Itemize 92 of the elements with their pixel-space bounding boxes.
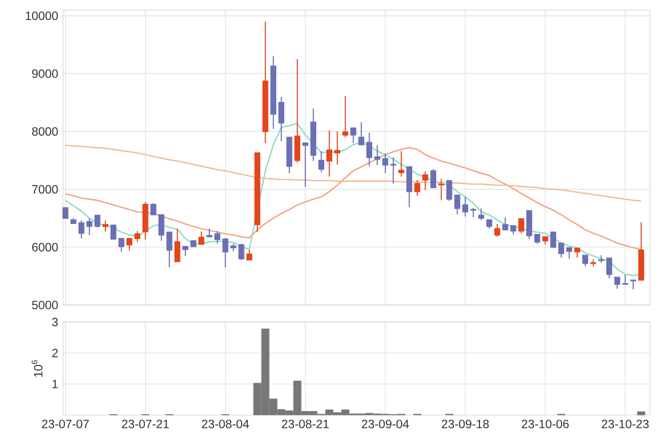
- candlestick: [526, 210, 532, 240]
- candlestick: [118, 237, 124, 252]
- x-tick-label: 23-10-06: [522, 420, 569, 428]
- candlestick: [182, 246, 188, 256]
- y-tick-label: 6000: [32, 242, 58, 252]
- candlestick: [214, 230, 220, 244]
- candlestick: [326, 130, 332, 178]
- candlestick: [550, 231, 556, 248]
- candlestick: [262, 21, 268, 144]
- candlestick: [294, 58, 300, 164]
- candlestick: [494, 223, 500, 238]
- candlestick: [198, 231, 204, 245]
- candlestick: [174, 228, 180, 262]
- candlestick: [334, 130, 340, 165]
- candlestick: [502, 217, 508, 230]
- candlestick: [446, 180, 452, 202]
- candlestick: [230, 243, 236, 252]
- candlestick: [62, 207, 68, 219]
- x-tick-label: 23-08-21: [282, 420, 329, 428]
- candlestick: [318, 150, 324, 172]
- candlestick: [110, 224, 116, 240]
- candlestick: [150, 202, 156, 216]
- candlestick: [390, 156, 396, 184]
- candlestick: [206, 228, 212, 238]
- candlestick: [254, 152, 260, 233]
- candlestick: [238, 243, 244, 260]
- y-tick-label: 9000: [32, 69, 58, 78]
- candlestick: [478, 208, 484, 221]
- candlestick: [582, 254, 588, 267]
- candlestick: [622, 274, 628, 285]
- candlestick: [94, 214, 100, 228]
- candlestick: [358, 122, 364, 146]
- candlestick: [438, 178, 444, 201]
- candlestick: [222, 237, 228, 268]
- candlestick: [470, 207, 476, 218]
- candlestick: [542, 236, 548, 245]
- x-tick-label: 23-08-04: [202, 420, 249, 428]
- candlestick: [398, 150, 404, 178]
- candlestick: [462, 196, 468, 218]
- y-tick-label: 7000: [32, 185, 58, 194]
- candlestick: [414, 180, 420, 196]
- candlestick: [510, 225, 516, 235]
- candlestick: [374, 144, 380, 166]
- x-tick-label: 23-07-21: [122, 420, 169, 428]
- y-tick-label: 10000: [26, 12, 58, 20]
- candlestick: [310, 108, 316, 162]
- candlestick: [190, 240, 196, 248]
- candlestick: [142, 202, 148, 240]
- y-tick-label: 3: [52, 318, 58, 326]
- y-tick-label: 8000: [32, 127, 58, 136]
- candlestick: [430, 168, 436, 188]
- candlestick: [534, 234, 540, 244]
- candlestick: [598, 254, 604, 264]
- y-axis-title: 10$^{6}$: [32, 360, 42, 377]
- candlestick: [590, 258, 596, 267]
- candlestick: [166, 232, 172, 268]
- candlestick: [302, 142, 308, 188]
- candlestick: [518, 218, 524, 234]
- candlestick: [454, 194, 460, 215]
- candlestick: [566, 247, 572, 260]
- candlestick: [270, 56, 276, 130]
- candlestick: [422, 170, 428, 190]
- candlestick: [102, 220, 108, 232]
- candlestick: [574, 248, 580, 258]
- candlestick: [158, 214, 164, 242]
- candlestick: [126, 238, 132, 252]
- y-tick-label: 5000: [32, 300, 58, 310]
- candlestick: [134, 230, 140, 242]
- candlestick: [614, 276, 620, 290]
- candlestick: [86, 218, 92, 236]
- bar: [637, 411, 646, 416]
- candlestick: [630, 280, 636, 290]
- candlestick: [558, 242, 564, 258]
- candlestick: [342, 96, 348, 138]
- candlestick: [286, 136, 292, 174]
- candlestick: [246, 250, 252, 260]
- x-tick-label: 23-09-04: [362, 420, 409, 428]
- candlestick: [406, 166, 412, 208]
- candlestick: [606, 258, 612, 279]
- candlestick: [278, 96, 284, 142]
- candlestick: [78, 220, 84, 240]
- candlestick: [70, 218, 76, 225]
- x-tick-label: 23-10-23: [602, 420, 649, 428]
- y-tick-label: 2: [52, 348, 58, 358]
- candlestick: [638, 222, 644, 281]
- candlestick: [350, 127, 356, 144]
- candlestick: [486, 219, 492, 230]
- x-tick-label: 23-07-07: [42, 420, 89, 428]
- candlestick: [382, 152, 388, 174]
- x-tick-label: 23-09-18: [442, 420, 489, 428]
- y-tick-label: 1: [52, 380, 58, 388]
- candlestick: [366, 132, 372, 167]
